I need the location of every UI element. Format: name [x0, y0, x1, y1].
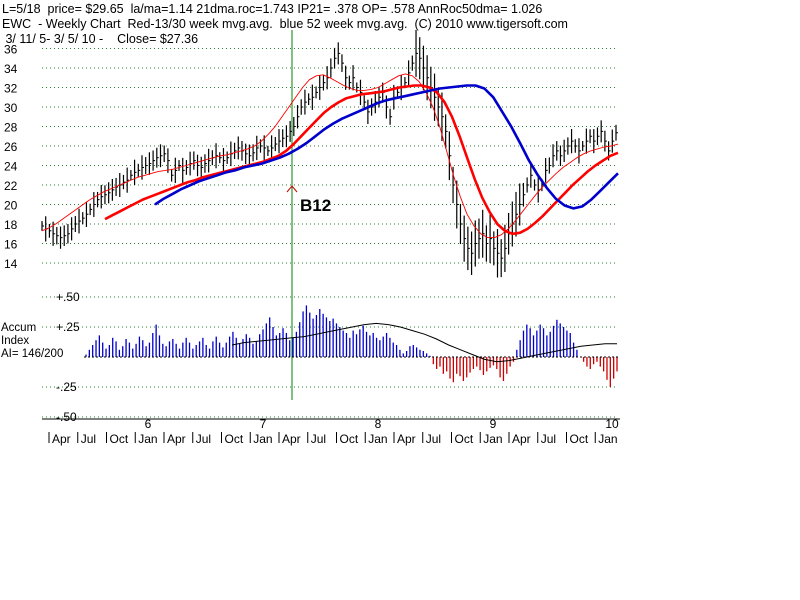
y-tick-label: 18: [4, 218, 18, 232]
x-month-label: Jul: [311, 432, 326, 446]
accum-index-bars: [85, 305, 618, 387]
ai-y-tick-label: +.25: [56, 320, 80, 334]
header-line-2: EWC - Weekly Chart Red-13/30 week mvg.av…: [2, 17, 568, 31]
ai-y-tick-label: +.50: [56, 290, 80, 304]
header-line-3: 3/ 11/ 5- 3/ 5/ 10 - Close= $27.36: [2, 32, 199, 46]
y-tick-label: 30: [4, 101, 18, 115]
price-y-axis: 36 34 32 30 28 26 24 22 20 18 16 14: [4, 43, 18, 272]
price-bars: [41, 29, 618, 278]
moving-average-lines: [41, 73, 619, 239]
x-month-label: Apr: [512, 432, 531, 446]
x-month-label: Jul: [541, 432, 556, 446]
accum-label-2: Index: [1, 335, 30, 347]
y-tick-label: 28: [4, 121, 18, 135]
y-tick-label: 16: [4, 238, 18, 252]
ai-ma-path: [231, 322, 617, 363]
accum-index-ma-line: [231, 322, 617, 363]
y-tick-label: 26: [4, 140, 18, 154]
accum-label-3: AI= 146/200: [1, 348, 64, 360]
ma-line-2: [104, 84, 619, 236]
x-year-label: 9: [490, 417, 497, 431]
ai-y-tick-label: -.50: [56, 410, 77, 424]
y-tick-label: 34: [4, 62, 18, 76]
x-month-label: Jan: [138, 432, 157, 446]
ai-grid: [42, 296, 618, 418]
ai-y-tick-label: -.25: [56, 380, 77, 394]
x-year-label: 8: [375, 417, 382, 431]
accum-label-1: Accum: [1, 322, 37, 334]
x-year-label: 10: [605, 417, 619, 431]
y-tick-label: 24: [4, 160, 18, 174]
y-tick-label: 22: [4, 179, 18, 193]
y-tick-label: 14: [4, 257, 18, 271]
signal-label-b12: B12: [300, 196, 332, 215]
x-month-label: Jul: [196, 432, 211, 446]
x-month-label: Jan: [368, 432, 387, 446]
x-month-label: Jan: [483, 432, 502, 446]
x-month-label: Oct: [225, 432, 244, 446]
x-month-label: Oct: [110, 432, 129, 446]
ai-y-axis: +.50 +.25 -.25 -.50: [56, 290, 80, 424]
ma-line-1: [41, 73, 619, 239]
x-month-label: Oct: [455, 432, 474, 446]
y-tick-label: 32: [4, 82, 18, 96]
y-tick-label: 20: [4, 199, 18, 213]
x-year-label: 6: [145, 417, 152, 431]
price-grid: [42, 48, 618, 264]
x-axis: 6 7 8 9 10 Apr Jul Oct Jan Apr Jul Oct Jan Apr Jul Oct J…: [48, 417, 619, 446]
x-month-label: Apr: [282, 432, 301, 446]
x-month-label: Jul: [81, 432, 96, 446]
x-month-label: Oct: [340, 432, 359, 446]
x-month-label: Oct: [570, 432, 589, 446]
ma-line-3: [154, 84, 619, 210]
x-month-label: Jan: [598, 432, 617, 446]
x-month-label: Apr: [397, 432, 416, 446]
header-line-1: L=5/18 price= $29.65 la/ma=1.14 21dma.ro…: [2, 2, 543, 16]
y-tick-label: 36: [4, 43, 18, 57]
x-year-label: 7: [260, 417, 267, 431]
signal-arrow: [286, 185, 298, 193]
x-month-label: Jan: [253, 432, 272, 446]
x-month-label: Jul: [426, 432, 441, 446]
x-month-label: Apr: [167, 432, 186, 446]
x-month-label: Apr: [52, 432, 71, 446]
